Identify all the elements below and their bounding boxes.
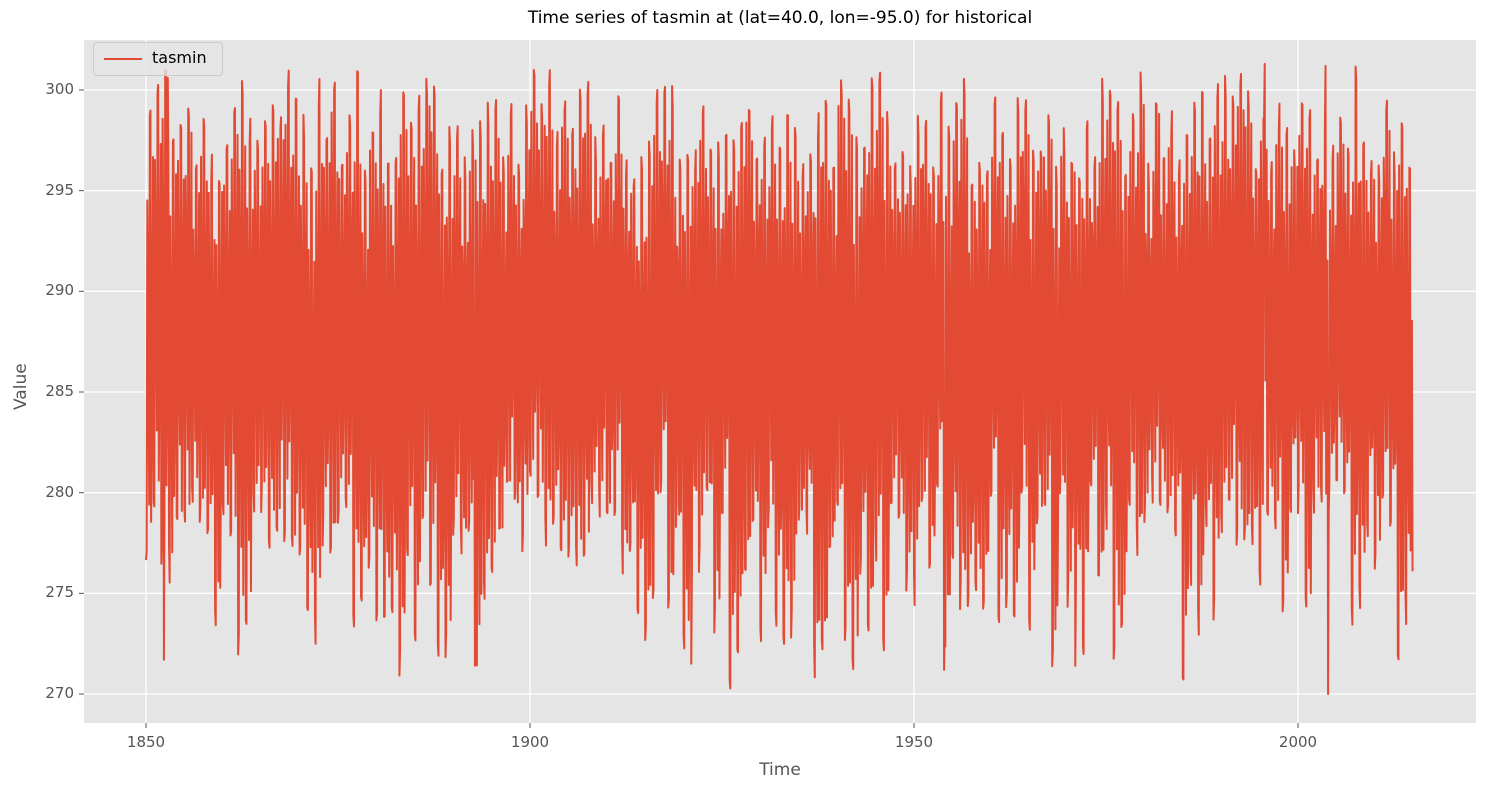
chart-title: Time series of tasmin at (lat=40.0, lon=… xyxy=(527,8,1033,28)
legend-label: tasmin xyxy=(152,48,207,67)
y-tick-label: 270 xyxy=(45,684,74,702)
x-axis-label: Time xyxy=(759,760,801,780)
series-line-tasmin xyxy=(145,62,1414,695)
y-tick-label: 280 xyxy=(45,482,74,501)
y-tick-label: 295 xyxy=(45,180,74,199)
legend: tasmin xyxy=(93,42,223,76)
x-tick-label: 1850 xyxy=(126,733,166,751)
x-tick-label: 1900 xyxy=(510,733,550,751)
y-tick-label: 285 xyxy=(45,382,74,400)
y-tick-label: 275 xyxy=(45,583,74,602)
y-tick-label: 300 xyxy=(45,80,74,98)
y-axis-label: Value xyxy=(11,363,31,410)
y-tick-label: 290 xyxy=(45,281,74,300)
x-tick-label: 2000 xyxy=(1278,733,1318,751)
legend-line-swatch xyxy=(104,58,142,60)
x-tick-label: 1950 xyxy=(894,733,934,751)
